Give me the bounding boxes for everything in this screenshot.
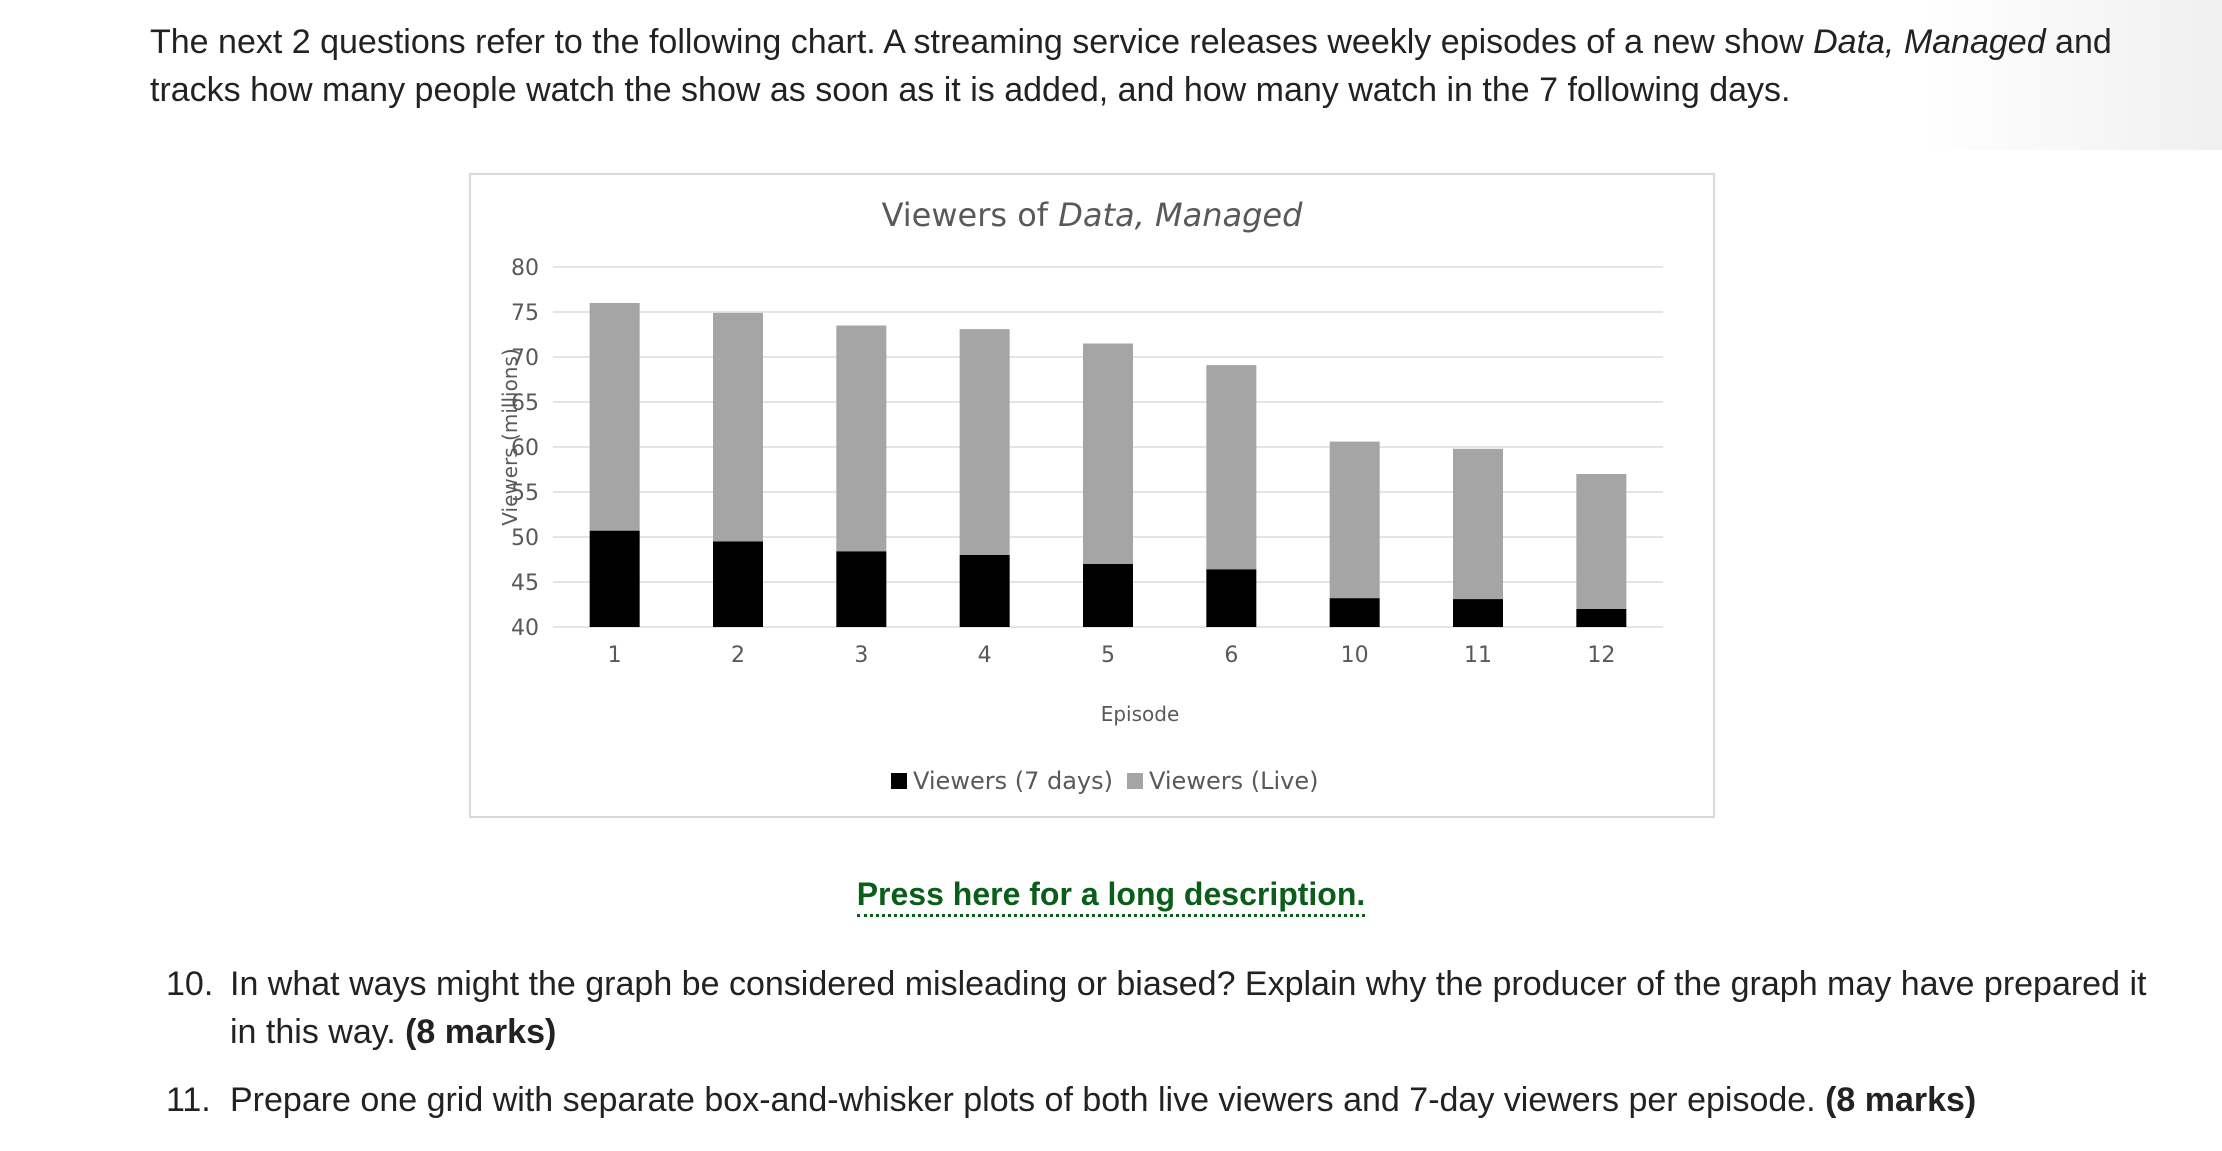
intro-paragraph: The next 2 questions refer to the follow… <box>150 18 2130 114</box>
chart-title-show: Data, Managed <box>1058 196 1303 234</box>
y-tick-60: 60 <box>511 436 539 461</box>
y-axis-title: Viewers (millions) <box>498 348 522 525</box>
intro-text-after: and tracks how many people watch the sho… <box>150 23 2112 109</box>
y-tick-75: 75 <box>511 301 539 326</box>
question-marks: (8 marks) <box>405 1013 557 1051</box>
y-tick-65: 65 <box>511 391 539 416</box>
question-11: 11. Prepare one grid with separate box-an… <box>160 1076 2170 1124</box>
x-axis-title: Episode <box>1101 702 1180 726</box>
x-tick-11: 11 <box>1464 643 1492 668</box>
bar-live-episode-3 <box>836 325 887 552</box>
question-10: 10. In what ways might the graph be consi… <box>160 960 2170 1056</box>
question-number: 10. <box>166 965 214 1003</box>
legend-swatch-live <box>1127 773 1143 789</box>
chart-title-prefix: Viewers of <box>882 196 1059 234</box>
y-tick-55: 55 <box>511 481 539 506</box>
x-tick-5: 5 <box>1101 643 1115 668</box>
question-text: In what ways might the graph be consider… <box>230 965 2147 1051</box>
x-tick-1: 1 <box>608 643 622 668</box>
bar-7-days-episode-2 <box>713 541 763 627</box>
y-tick-70: 70 <box>511 346 539 371</box>
long-description-link[interactable]: Press here for a long description. <box>856 876 1366 917</box>
intro-text-before: The next 2 questions refer to the follow… <box>150 23 1814 61</box>
legend: Viewers (7 days) Viewers (Live) <box>891 767 1318 795</box>
long-description-container: Press here for a long description. <box>0 872 2222 917</box>
bar-7-days-episode-5 <box>1083 564 1133 627</box>
legend-swatch-7-days <box>891 773 907 789</box>
bar-live-episode-1 <box>589 303 640 531</box>
legend-label-live: Viewers (Live) <box>1149 767 1318 795</box>
bar-7-days-episode-4 <box>959 555 1010 627</box>
bar-live-episode-5 <box>1083 343 1133 564</box>
y-tick-labels: 40 45 50 55 60 65 70 75 80 <box>511 256 539 641</box>
bars <box>589 303 1627 627</box>
question-number: 11. <box>166 1081 211 1119</box>
bar-live-episode-2 <box>713 312 763 542</box>
x-tick-2: 2 <box>731 643 745 668</box>
bar-7-days-episode-10 <box>1329 598 1380 627</box>
bar-live-episode-4 <box>959 329 1010 555</box>
question-list: 10. In what ways might the graph be consi… <box>160 960 2170 1144</box>
viewers-chart: Viewers of Data, Managed 404550556065707… <box>498 196 1663 795</box>
x-tick-4: 4 <box>978 643 992 668</box>
bar-7-days-episode-1 <box>589 530 640 627</box>
bar-7-days-episode-12 <box>1576 609 1627 627</box>
x-tick-labels: 1 2 3 4 5 6 10 11 12 <box>608 643 1616 668</box>
bar-7-days-episode-3 <box>836 551 887 627</box>
bar-7-days-episode-6 <box>1206 569 1257 627</box>
question-text: Prepare one grid with separate box-and-w… <box>230 1081 1826 1119</box>
bar-live-episode-10 <box>1329 441 1380 599</box>
x-tick-3: 3 <box>854 643 868 668</box>
bar-live-episode-6 <box>1206 365 1257 570</box>
y-tick-40: 40 <box>511 616 539 641</box>
legend-label-7-days: Viewers (7 days) <box>913 767 1113 795</box>
question-marks: (8 marks) <box>1825 1081 1977 1119</box>
bar-live-episode-11 <box>1453 448 1503 600</box>
chart-title: Viewers of Data, Managed <box>882 196 1304 234</box>
chart-frame: Viewers of Data, Managed 40 45 50 55 60 65 70 7… <box>469 173 1715 818</box>
x-tick-6: 6 <box>1224 643 1238 668</box>
bar-live-episode-12 <box>1576 474 1627 609</box>
y-tick-50: 50 <box>511 526 539 551</box>
y-tick-45: 45 <box>511 571 539 596</box>
x-tick-10: 10 <box>1341 643 1369 668</box>
x-tick-12: 12 <box>1587 643 1615 668</box>
bar-7-days-episode-11 <box>1453 599 1503 627</box>
intro-show-name: Data, Managed <box>1813 23 2046 61</box>
y-tick-80: 80 <box>511 256 539 281</box>
